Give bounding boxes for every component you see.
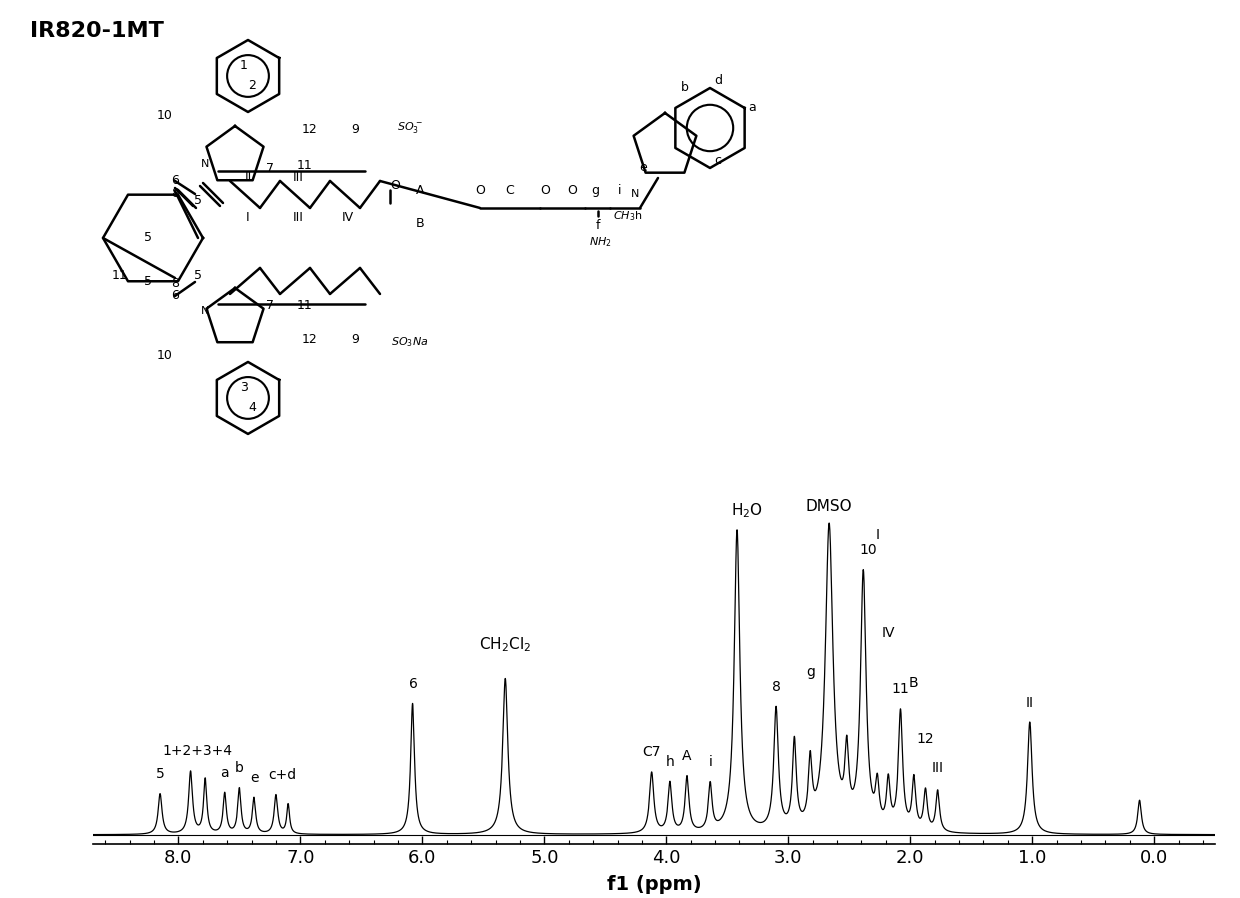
Text: N: N: [201, 306, 210, 316]
Text: e: e: [249, 770, 258, 785]
Text: 5: 5: [156, 767, 165, 781]
Text: 5: 5: [193, 195, 202, 207]
Text: 11: 11: [298, 160, 312, 172]
Text: 12: 12: [916, 733, 934, 746]
Text: CH$_2$Cl$_2$: CH$_2$Cl$_2$: [479, 635, 532, 654]
Text: 10: 10: [859, 543, 877, 557]
Text: O: O: [567, 184, 577, 198]
Text: $NH_2$: $NH_2$: [589, 235, 611, 249]
Text: 8: 8: [773, 680, 781, 694]
Text: B: B: [415, 217, 424, 231]
Text: O: O: [475, 184, 485, 198]
Text: H$_2$O: H$_2$O: [730, 502, 763, 521]
Text: DMSO: DMSO: [806, 498, 852, 514]
Text: 12: 12: [303, 333, 317, 347]
Text: 6: 6: [171, 289, 179, 303]
Text: IR820-1MT: IR820-1MT: [30, 21, 164, 41]
Text: IV: IV: [342, 211, 355, 224]
Text: 5: 5: [193, 269, 202, 283]
X-axis label: f1 (ppm): f1 (ppm): [606, 876, 702, 894]
Text: II: II: [1025, 696, 1034, 709]
Text: 10: 10: [157, 110, 172, 122]
Text: f: f: [595, 219, 600, 233]
Text: $SO_3^-$: $SO_3^-$: [397, 120, 423, 136]
Text: a: a: [221, 766, 229, 779]
Text: h: h: [666, 754, 675, 769]
Text: N: N: [201, 159, 210, 169]
Text: O: O: [541, 184, 549, 198]
Text: $CH_3$h: $CH_3$h: [614, 209, 642, 223]
Text: i: i: [619, 184, 621, 198]
Text: c+d: c+d: [268, 768, 296, 782]
Text: 11: 11: [112, 269, 128, 283]
Text: 9: 9: [351, 333, 358, 347]
Text: 12: 12: [303, 124, 317, 136]
Text: b: b: [234, 762, 244, 775]
Text: 5: 5: [144, 276, 153, 288]
Text: C7: C7: [642, 745, 661, 760]
Text: O: O: [391, 180, 401, 192]
Text: 3: 3: [241, 382, 248, 394]
Text: 2: 2: [248, 80, 255, 92]
Text: 8: 8: [171, 277, 179, 290]
Text: C: C: [506, 184, 515, 198]
Text: I: I: [247, 211, 249, 224]
Text: 6: 6: [409, 677, 418, 691]
Text: g: g: [806, 665, 816, 679]
Text: III: III: [293, 211, 304, 224]
Text: I: I: [875, 528, 879, 541]
Text: $SO_3Na$: $SO_3Na$: [392, 335, 429, 348]
Text: g: g: [591, 184, 599, 198]
Text: 5: 5: [144, 232, 153, 244]
Text: 9: 9: [351, 124, 358, 136]
Text: II: II: [244, 172, 252, 184]
Text: III: III: [931, 762, 944, 775]
Text: 7: 7: [267, 163, 274, 175]
Text: 1+2+3+4: 1+2+3+4: [162, 744, 233, 759]
Text: a: a: [748, 101, 756, 114]
Text: e: e: [639, 162, 647, 174]
Text: 4: 4: [248, 401, 255, 415]
Text: 1: 1: [241, 59, 248, 73]
Text: 6: 6: [171, 174, 179, 188]
Text: A: A: [415, 184, 424, 198]
Text: b: b: [681, 82, 689, 94]
Text: B: B: [909, 676, 919, 691]
Text: d: d: [714, 75, 722, 87]
Text: i: i: [708, 755, 712, 769]
Text: III: III: [293, 172, 304, 184]
Text: A: A: [682, 749, 692, 763]
Text: 10: 10: [157, 349, 172, 363]
Text: 11: 11: [298, 299, 312, 313]
Text: IV: IV: [882, 626, 895, 640]
Text: 8: 8: [171, 188, 179, 200]
Text: 7: 7: [267, 299, 274, 313]
Text: N: N: [631, 189, 639, 199]
Text: 11: 11: [892, 682, 909, 696]
Text: c: c: [714, 154, 722, 168]
